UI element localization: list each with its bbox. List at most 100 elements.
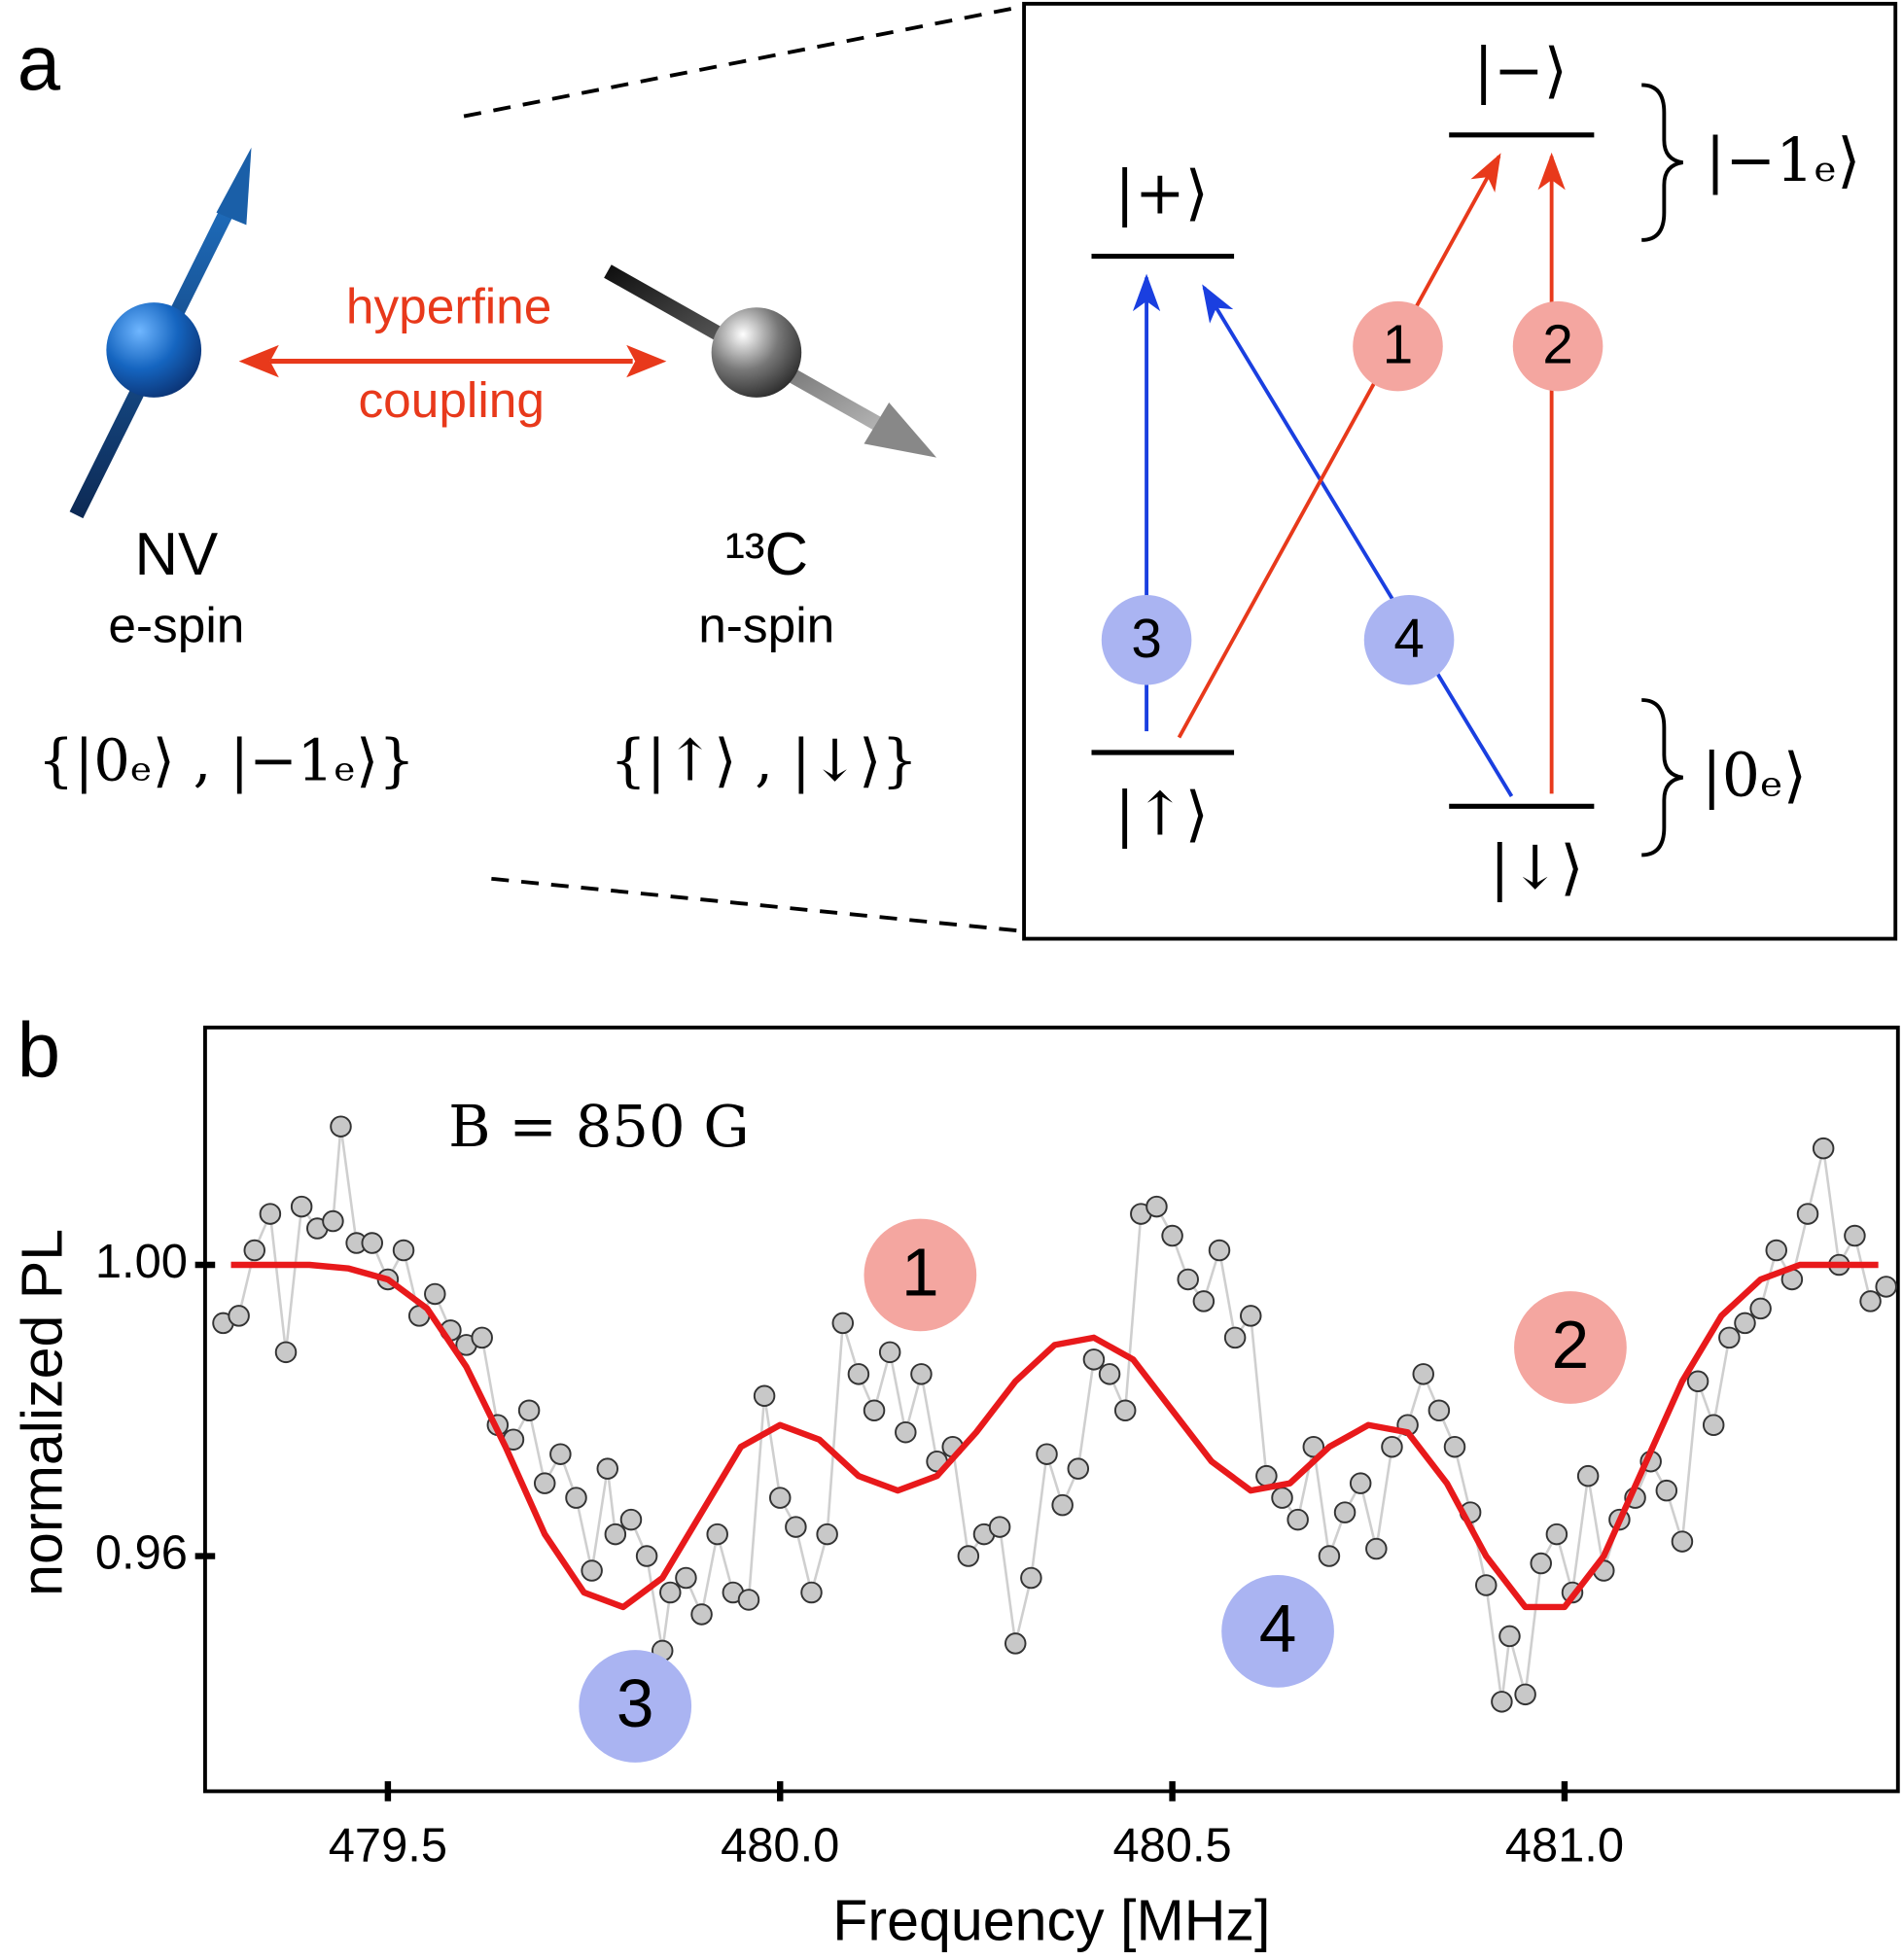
data-point	[988, 1516, 1011, 1538]
data-point	[1051, 1493, 1074, 1517]
dip-badge	[863, 1218, 977, 1332]
data-point	[1859, 1290, 1882, 1312]
dip-number: 1	[901, 1234, 939, 1310]
data-point	[243, 1239, 266, 1262]
dip-badge	[1221, 1575, 1334, 1688]
data-point	[1475, 1574, 1498, 1596]
x-tick-label: 480.5	[1112, 1819, 1231, 1872]
data-point	[1686, 1370, 1709, 1393]
data-point	[863, 1399, 886, 1422]
transition-badge	[1512, 300, 1603, 392]
data-point	[619, 1508, 643, 1531]
fit-line	[230, 1261, 1879, 1611]
data-point	[1161, 1224, 1183, 1247]
c-spin: n-spin	[698, 596, 834, 652]
data-point	[361, 1232, 384, 1254]
data-point	[659, 1581, 682, 1604]
dip-number: 2	[1552, 1307, 1590, 1382]
c-name: ¹³C	[724, 521, 808, 588]
c-arrowhead	[863, 402, 937, 458]
data-point	[228, 1305, 250, 1327]
data-point	[753, 1384, 776, 1408]
brace	[1641, 83, 1683, 242]
data-point	[424, 1282, 446, 1306]
dip-number: 3	[617, 1665, 654, 1741]
data-point	[549, 1443, 572, 1465]
dip-badge	[1514, 1291, 1627, 1404]
nv-basis: {|0ₑ⟩ , |−1ₑ⟩}	[38, 726, 415, 793]
panel-label: b	[18, 1006, 60, 1093]
data-point	[533, 1472, 556, 1494]
data-point	[957, 1545, 980, 1567]
data-point	[1718, 1326, 1741, 1349]
data-point	[1286, 1508, 1309, 1531]
data-point	[675, 1566, 697, 1590]
data-point	[910, 1363, 933, 1385]
panel-label: a	[18, 19, 61, 106]
data-point	[1671, 1530, 1694, 1553]
data-point	[1412, 1363, 1434, 1385]
data-point	[1844, 1224, 1866, 1247]
data-point	[1113, 1399, 1137, 1422]
data-point	[1545, 1522, 1568, 1546]
data-point	[1208, 1239, 1231, 1262]
x-tick-label: 480.0	[721, 1819, 839, 1872]
level-label: |↑⟩	[1114, 779, 1209, 849]
transition-number: 1	[1383, 314, 1413, 375]
data-point	[1427, 1399, 1451, 1422]
c-sphere	[711, 307, 802, 398]
manifold-label: |0ₑ⟩	[1702, 740, 1807, 810]
y-axis-label: normalized PL	[9, 1229, 74, 1596]
data-point	[1796, 1203, 1819, 1225]
level-label: |−⟩	[1473, 35, 1568, 105]
data-point	[517, 1399, 541, 1422]
data-point	[737, 1589, 760, 1611]
transition-badge	[1101, 595, 1192, 685]
data-point	[604, 1522, 627, 1546]
data-point	[1734, 1312, 1756, 1335]
y-tick-label: 1.00	[95, 1236, 188, 1288]
data-point	[800, 1581, 823, 1604]
nv-spin: e-spin	[108, 596, 244, 652]
data-point	[878, 1341, 901, 1364]
transition-number: 4	[1393, 608, 1424, 669]
data-point	[1749, 1297, 1772, 1320]
data-point	[1349, 1472, 1372, 1494]
data-point	[1812, 1137, 1835, 1160]
data-point	[1443, 1435, 1466, 1458]
data-point	[596, 1457, 619, 1480]
data-point	[322, 1209, 344, 1233]
data-point	[565, 1487, 587, 1509]
transition-number: 3	[1131, 608, 1161, 669]
transition-number: 2	[1542, 314, 1572, 375]
data-point	[895, 1420, 917, 1444]
panel-a: a hyperfine coupling NV e-spin ¹³C n-spi…	[18, 1, 1898, 941]
x-tick-label: 481.0	[1505, 1819, 1624, 1872]
data-point	[1875, 1276, 1897, 1298]
data-point	[1192, 1290, 1216, 1312]
data-point	[1702, 1414, 1725, 1436]
data-point	[1655, 1479, 1678, 1502]
data-point	[1271, 1487, 1293, 1509]
data-point	[690, 1603, 713, 1626]
zoom-line	[491, 876, 1025, 933]
zoom-line	[463, 4, 1025, 119]
data-point	[1498, 1625, 1521, 1648]
data-point	[581, 1559, 603, 1582]
data-point	[847, 1363, 870, 1385]
data-point	[259, 1203, 282, 1225]
data-point	[392, 1239, 415, 1262]
transition-arrow	[1177, 153, 1501, 739]
brace	[1641, 698, 1683, 858]
data-point	[1302, 1435, 1325, 1458]
data-point	[1381, 1435, 1403, 1458]
data-point	[1255, 1464, 1278, 1488]
data-point	[330, 1115, 352, 1138]
field-annotation: B = 850 G	[448, 1093, 749, 1160]
data-point	[1576, 1464, 1600, 1488]
data-point	[471, 1326, 493, 1349]
data-point	[768, 1487, 792, 1509]
data-point	[1223, 1326, 1247, 1349]
nv-name: NV	[134, 521, 218, 588]
